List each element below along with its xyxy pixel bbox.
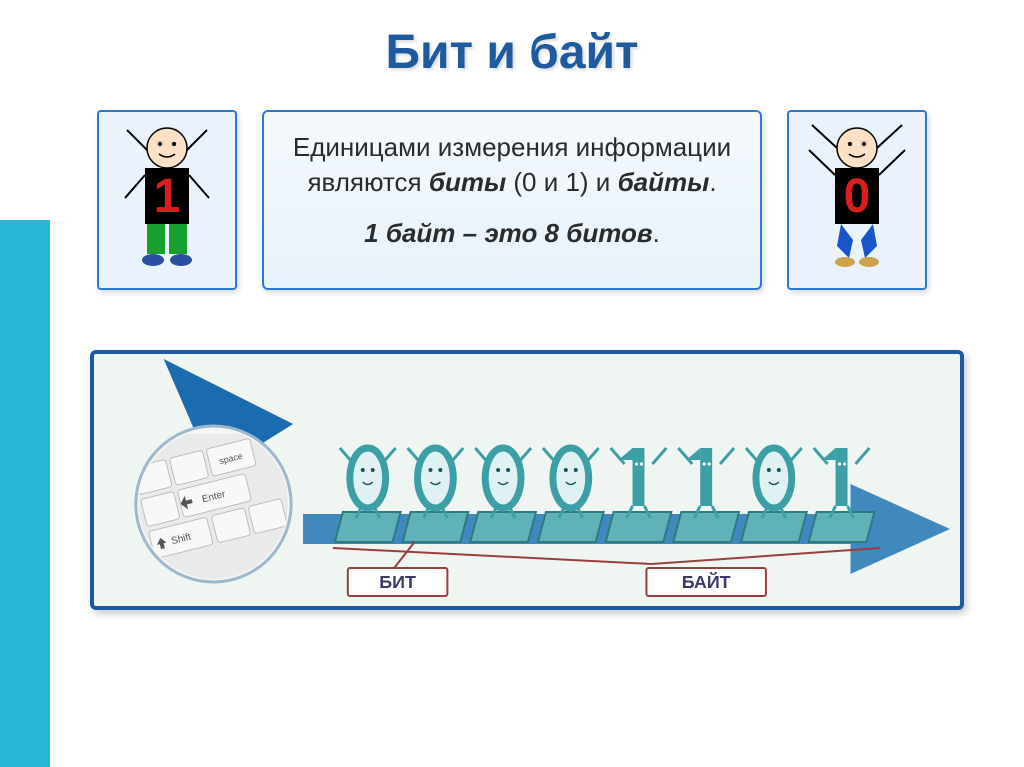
character-zero-svg: 0	[797, 120, 917, 280]
text: .	[709, 167, 716, 197]
bit-zero-icon	[543, 448, 599, 518]
bit-one-icon	[611, 448, 667, 518]
svg-text:1: 1	[154, 170, 181, 223]
byte-tile	[335, 512, 401, 542]
bit-zero-icon	[340, 448, 396, 518]
text-em: байты	[618, 167, 710, 197]
left-accent-bar	[0, 220, 50, 767]
page-title: Бит и байт	[0, 0, 1024, 80]
info-line-2: 1 байт – это 8 битов.	[284, 218, 740, 249]
text-em: биты	[429, 167, 506, 197]
text: (0 и 1) и	[506, 167, 617, 197]
byte-tile	[606, 512, 672, 542]
top-row: 1 Единицами измерения информации являютс…	[0, 110, 1024, 290]
byte-tile	[538, 512, 604, 542]
character-zero-box: 0	[787, 110, 927, 290]
bit-one-icon	[678, 448, 734, 518]
byte-tile	[470, 512, 536, 542]
byte-tile	[741, 512, 807, 542]
byte-diagram-box: space Enter Shift БИТ БАЙТ	[90, 350, 964, 610]
byte-diagram-svg: space Enter Shift БИТ БАЙТ	[94, 354, 960, 606]
byte-tile	[809, 512, 875, 542]
byte-tile	[403, 512, 469, 542]
bit-zero-icon	[408, 448, 464, 518]
byte-tile	[673, 512, 739, 542]
info-line-1: Единицами измерения информации являются …	[284, 130, 740, 200]
info-panel: Единицами измерения информации являются …	[262, 110, 762, 290]
character-one-box: 1	[97, 110, 237, 290]
bit-zero-icon	[475, 448, 531, 518]
byte-label: БАЙТ	[682, 571, 731, 592]
svg-text:0: 0	[844, 170, 871, 223]
bit-label: БИТ	[379, 572, 416, 592]
text-em: 1 байт – это 8 битов	[364, 218, 652, 248]
bit-zero-icon	[746, 448, 802, 518]
character-one-svg: 1	[107, 120, 227, 280]
text: .	[653, 218, 660, 248]
